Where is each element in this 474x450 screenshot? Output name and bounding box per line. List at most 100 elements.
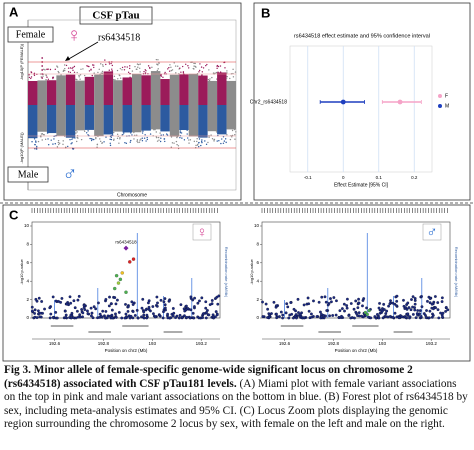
snp-dot — [193, 305, 196, 308]
snp-dot — [176, 136, 178, 139]
snp-dot — [158, 139, 160, 141]
snp-band — [188, 73, 199, 105]
snp-dot — [354, 299, 358, 303]
snp-dot — [33, 138, 36, 140]
snp-dot — [171, 314, 175, 318]
snp-dot — [138, 141, 141, 143]
snp-dot — [48, 306, 52, 310]
snp-dot — [123, 69, 126, 71]
snp-dot — [418, 309, 422, 312]
snp-dot — [384, 315, 388, 318]
snp-dot — [35, 141, 37, 143]
snp-dot — [60, 74, 62, 76]
ld-dot — [114, 273, 119, 278]
snp-dot — [158, 313, 161, 317]
snp-dot — [216, 67, 218, 70]
snp-band — [160, 79, 170, 105]
snp-dot — [353, 316, 356, 320]
snp-dot — [52, 143, 54, 145]
snp-dot — [413, 308, 417, 312]
snp-dot — [58, 143, 60, 146]
snp-dot — [312, 299, 315, 303]
snp-dot — [174, 316, 177, 320]
snp-dot — [141, 132, 144, 134]
snp-dot — [144, 134, 146, 136]
snp-dot — [140, 306, 144, 310]
y-tick-label: 0 — [256, 315, 259, 320]
snp-dot — [202, 312, 205, 315]
snp-dot — [223, 140, 226, 142]
snp-dot — [419, 315, 423, 319]
snp-dot — [31, 141, 33, 143]
snp-dot — [75, 309, 79, 313]
snp-dot — [428, 301, 432, 305]
snp-dot — [330, 300, 333, 304]
snp-dot — [157, 59, 159, 61]
snp-dot — [200, 66, 203, 68]
snp-dot — [384, 312, 388, 316]
snp-dot — [170, 66, 172, 69]
snp-dot — [102, 65, 104, 67]
snp-dot — [75, 132, 77, 134]
snp-dot — [278, 315, 281, 319]
snp-band — [226, 105, 236, 130]
snp-dot — [141, 297, 145, 301]
caption-text: (A) Miami plot with female variant assoc… — [4, 377, 468, 431]
snp-dot — [208, 303, 212, 307]
snp-dot — [157, 68, 159, 70]
ld-dot — [120, 271, 124, 275]
snp-dot — [206, 63, 208, 66]
snp-band — [179, 105, 189, 131]
snp-dot — [167, 299, 171, 303]
snp-dot — [194, 62, 196, 65]
snp-dot — [413, 302, 417, 306]
snp-dot — [104, 297, 108, 301]
snp-dot — [72, 137, 74, 139]
snp-dot — [317, 300, 321, 304]
snp-dot — [210, 299, 214, 302]
snp-dot — [55, 316, 59, 320]
snp-dot — [71, 67, 73, 70]
male-symbol: ♂ — [63, 163, 78, 185]
snp-dot — [343, 309, 346, 313]
x-axis-label: Effect Estimate [95% CI] — [334, 182, 389, 188]
snp-dot — [200, 144, 202, 147]
snp-dot — [126, 305, 130, 309]
snp-band — [103, 71, 114, 105]
snp-dot — [87, 134, 89, 136]
snp-dot — [33, 74, 36, 77]
y-tick-label: 10 — [24, 223, 30, 228]
snp-dot — [224, 138, 227, 140]
snp-dot — [159, 140, 162, 143]
snp-dot — [54, 310, 58, 314]
snp-dot — [193, 140, 196, 143]
snp-dot — [225, 77, 228, 80]
snp-dot — [180, 71, 182, 73]
snp-dot — [117, 311, 121, 314]
snp-dot — [85, 132, 88, 134]
y-tick-label: 6 — [26, 260, 29, 265]
snp-dot — [125, 142, 128, 145]
snp-dot — [340, 314, 343, 318]
snp-dot — [373, 315, 377, 318]
snp-dot — [420, 295, 423, 298]
snp-dot — [171, 69, 174, 71]
panel-a-frame — [3, 2, 242, 201]
snp-dot — [425, 309, 428, 312]
snp-dot — [183, 314, 186, 318]
snp-band — [56, 105, 66, 136]
snp-band — [113, 80, 123, 105]
snp-dot — [179, 67, 181, 69]
snp-band — [84, 105, 95, 130]
snp-dot — [229, 77, 231, 80]
snp-dot — [172, 311, 176, 315]
snp-dot — [44, 138, 47, 141]
snp-dot — [407, 306, 411, 309]
snp-dot — [137, 66, 139, 68]
snp-dot — [105, 63, 107, 66]
snp-dot — [307, 302, 311, 306]
x-tick-label: 192.8 — [328, 341, 340, 346]
y-tick-label: 2 — [256, 297, 259, 302]
snp-dot — [153, 315, 157, 319]
snp-dot — [47, 138, 49, 140]
